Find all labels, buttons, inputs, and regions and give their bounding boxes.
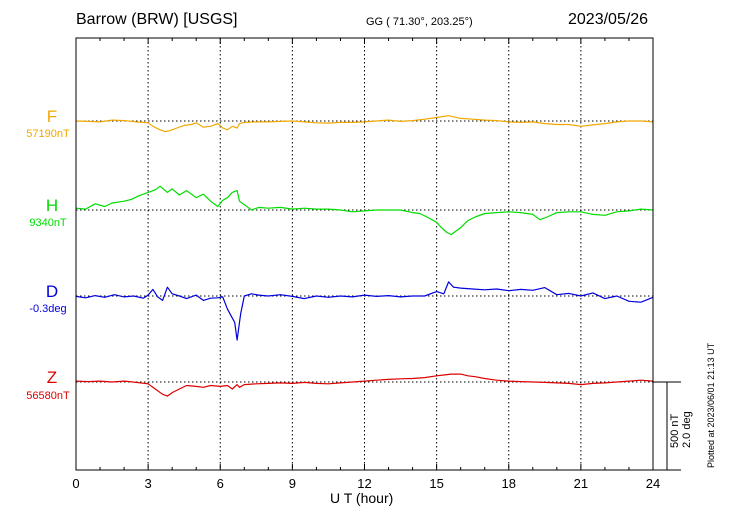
x-tick-label-0: 0 [72, 476, 79, 491]
x-tick-label-9: 9 [289, 476, 296, 491]
series-baseline-value-d: -0.3deg [29, 303, 66, 315]
series-name-h: H [46, 196, 58, 215]
x-axis-ticks [75, 38, 654, 470]
scale-bar [653, 381, 681, 471]
series-line-h [75, 185, 654, 236]
series-lines [75, 115, 654, 397]
series-baseline-value-h: 9340nT [29, 217, 67, 229]
x-tick-label-24: 24 [646, 476, 660, 491]
station-coordinates: GG ( 71.30°, 203.25°) [366, 16, 473, 28]
series-name-f: F [47, 107, 57, 126]
x-tick-label-18: 18 [502, 476, 516, 491]
x-tick-label-12: 12 [357, 476, 371, 491]
baseline-lines [76, 120, 653, 383]
series-baseline-value-z: 56580nT [26, 390, 70, 402]
series-name-z: Z [47, 368, 57, 387]
series-line-d [75, 281, 654, 341]
series-line-f [75, 115, 654, 133]
series-name-d: D [46, 282, 58, 301]
grid-lines [147, 38, 582, 470]
x-tick-label-3: 3 [145, 476, 152, 491]
series-baseline-value-f: 57190nT [26, 128, 70, 140]
x-axis-label: U T (hour) [330, 490, 394, 506]
series-line-z [75, 373, 654, 397]
x-tick-label-21: 21 [574, 476, 588, 491]
x-tick-label-6: 6 [217, 476, 224, 491]
scale-label-nt: 500 nT [669, 413, 681, 448]
plotted-timestamp: Plotted at 2023/06/01 21:13 UT [706, 342, 716, 468]
scale-label-deg: 2.0 deg [681, 411, 693, 448]
station-title: Barrow (BRW) [USGS] [76, 11, 238, 28]
plot-date: 2023/05/26 [568, 11, 649, 28]
x-tick-label-15: 15 [429, 476, 443, 491]
